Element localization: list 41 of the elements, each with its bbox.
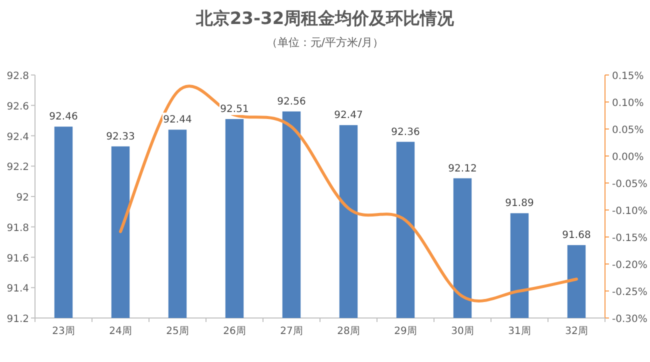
data-label: 92.44 bbox=[163, 114, 192, 126]
y2-tick-label: -0.25% bbox=[612, 287, 648, 298]
data-label: 92.46 bbox=[49, 112, 78, 123]
y2-tick-label: -0.30% bbox=[612, 314, 648, 325]
y2-tick-label: -0.10% bbox=[612, 206, 648, 217]
x-tick-label: 26周 bbox=[223, 326, 246, 337]
x-tick-label: 23周 bbox=[52, 326, 75, 337]
y2-tick-label: 0.05% bbox=[612, 125, 644, 136]
data-label: 91.89 bbox=[505, 198, 534, 210]
y-tick-label: 92.8 bbox=[6, 71, 29, 82]
data-label: 92.36 bbox=[391, 126, 420, 138]
y2-tick-label: -0.20% bbox=[612, 260, 648, 271]
y-tick-label: 91.8 bbox=[6, 222, 29, 234]
y-tick-label: 91.6 bbox=[6, 253, 29, 264]
data-label: 92.56 bbox=[277, 96, 306, 108]
x-tick-label: 25周 bbox=[166, 326, 189, 337]
y-tick-label: 91.2 bbox=[6, 314, 29, 325]
data-label: 92.12 bbox=[448, 163, 477, 174]
x-tick-label: 29周 bbox=[394, 326, 417, 337]
y-tick-label: 92 bbox=[16, 192, 29, 204]
y-tick-label: 92.4 bbox=[6, 132, 29, 143]
data-label: 92.47 bbox=[334, 110, 363, 122]
y2-tick-label: 0.10% bbox=[612, 98, 644, 109]
chart-subtitle: （单位：元/平方米/月） bbox=[266, 36, 384, 49]
x-tick-label: 27周 bbox=[280, 326, 303, 337]
x-tick-label: 30周 bbox=[451, 326, 474, 337]
y-tick-label: 92.2 bbox=[6, 162, 29, 174]
y2-tick-label: 0.15% bbox=[612, 71, 644, 82]
y2-tick-label: -0.15% bbox=[612, 233, 648, 244]
data-label: 92.33 bbox=[106, 131, 135, 142]
y2-tick-label: -0.05% bbox=[612, 179, 648, 190]
x-tick-label: 28周 bbox=[337, 326, 360, 337]
data-label: 91.68 bbox=[562, 230, 591, 242]
chart-title: 北京23-32周租金均价及环比情况 bbox=[194, 9, 456, 29]
y-tick-label: 91.4 bbox=[6, 284, 29, 295]
x-tick-label: 31周 bbox=[508, 326, 531, 337]
y-tick-label: 92.6 bbox=[6, 101, 29, 112]
data-label: 92.51 bbox=[220, 104, 249, 116]
y2-tick-label: 0.00% bbox=[612, 152, 644, 163]
x-tick-label: 24周 bbox=[109, 326, 132, 337]
x-tick-label: 32周 bbox=[565, 326, 588, 337]
